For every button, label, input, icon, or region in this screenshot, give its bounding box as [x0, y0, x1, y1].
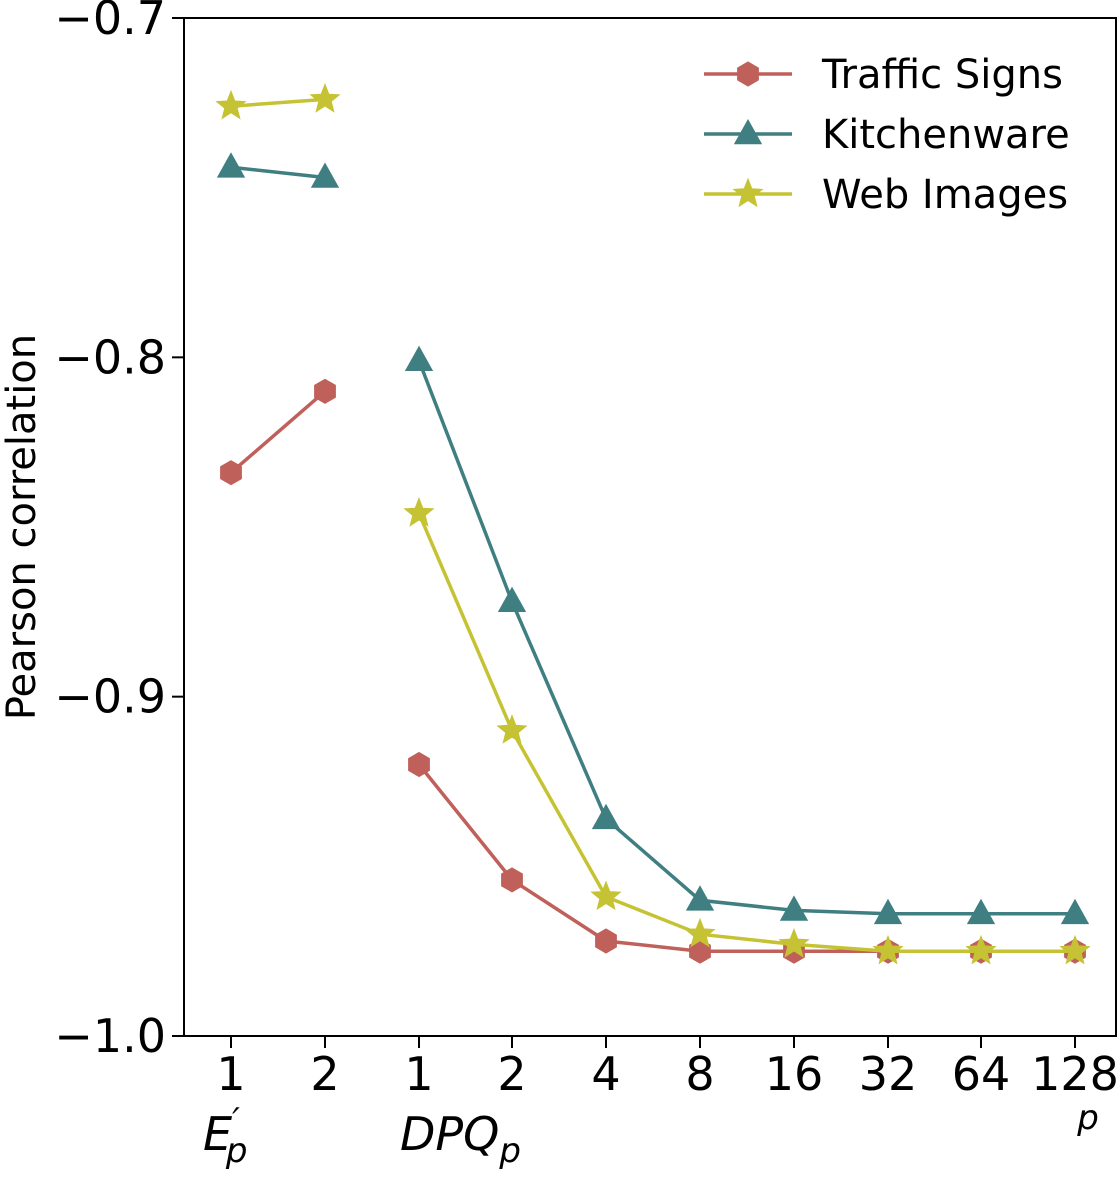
kitchenware-point — [310, 162, 340, 188]
x-axis-title: p — [1076, 1098, 1099, 1138]
kitchenware-point — [966, 898, 996, 925]
x-tick-label: 1 — [216, 1047, 245, 1101]
y-tick-label: −0.8 — [54, 330, 166, 384]
web-images-point — [965, 934, 997, 965]
kitchenware-point — [1060, 898, 1090, 925]
axes-layer: −0.7 −0.8 −0.9 −1.0 1 2 1 2 4 8 16 32 64 128 E′ p DPQp — [54, 0, 1119, 1171]
kitchenware-point — [873, 898, 903, 925]
x-tick-label: 4 — [591, 1047, 620, 1101]
legend-traffic-signs-marker — [737, 61, 759, 87]
traffic-signs-point — [314, 378, 336, 404]
kitchenware-point — [591, 803, 621, 830]
series-web-images — [215, 83, 1091, 965]
kitchenware-point — [497, 586, 527, 612]
series-traffic-signs — [220, 378, 1086, 964]
web-images-point — [309, 83, 341, 113]
traffic-signs-point — [220, 460, 242, 486]
web-images-point — [872, 934, 904, 965]
traffic-signs-point — [501, 867, 523, 893]
y-tick-label: −0.9 — [54, 670, 166, 724]
web-images-point — [403, 497, 435, 527]
y-axis-title: Pearson correlation — [0, 334, 45, 720]
legend-kitchenware-marker — [733, 118, 763, 145]
traffic-signs-point — [689, 938, 711, 964]
web-images-point — [1059, 934, 1091, 965]
kitchenware-line — [417, 360, 1075, 916]
legend-web-images-marker — [732, 177, 764, 208]
x-tick-label: 128 — [1031, 1047, 1119, 1101]
web-images-line — [230, 97, 326, 108]
web-images-point — [496, 714, 528, 744]
web-images-point — [590, 880, 622, 911]
web-images-line — [417, 512, 1075, 953]
traffic-signs-point — [408, 751, 430, 778]
x-tick-label: 8 — [685, 1047, 714, 1101]
y-tick-label: −1.0 — [54, 1009, 166, 1063]
x-tick-label: 32 — [859, 1047, 918, 1101]
x-group-label: DPQp — [400, 1107, 521, 1171]
legend-web-images-label: Web Images — [822, 172, 1068, 218]
x-tick-label: 2 — [310, 1047, 339, 1101]
web-images-point — [684, 917, 716, 948]
x-tick-label: 2 — [497, 1047, 526, 1101]
kitchenware-point — [685, 885, 715, 911]
kitchenware-point — [216, 152, 246, 178]
traffic-signs-line — [229, 389, 327, 475]
legend-kitchenware-label: Kitchenware — [822, 112, 1070, 158]
x-tick-label: 16 — [765, 1047, 824, 1101]
plot-frame — [183, 17, 1117, 1037]
y-tick-label: −0.7 — [54, 0, 166, 45]
series-layer — [215, 83, 1091, 965]
x-tick-label: 1 — [404, 1047, 433, 1101]
web-images-point — [215, 89, 247, 120]
web-images-point — [778, 928, 810, 958]
legend-traffic-signs-label: Traffic Signs — [821, 52, 1063, 98]
legend: Traffic Signs Kitchenware Web Images — [704, 52, 1070, 218]
kitchenware-line — [230, 165, 326, 180]
kitchenware-point — [404, 345, 434, 371]
x-tick-label: 64 — [952, 1047, 1011, 1101]
kitchenware-point — [779, 895, 809, 921]
x-group-label: E′ p — [203, 1101, 247, 1171]
traffic-signs-point — [595, 928, 617, 954]
series-kitchenware — [216, 152, 1090, 925]
